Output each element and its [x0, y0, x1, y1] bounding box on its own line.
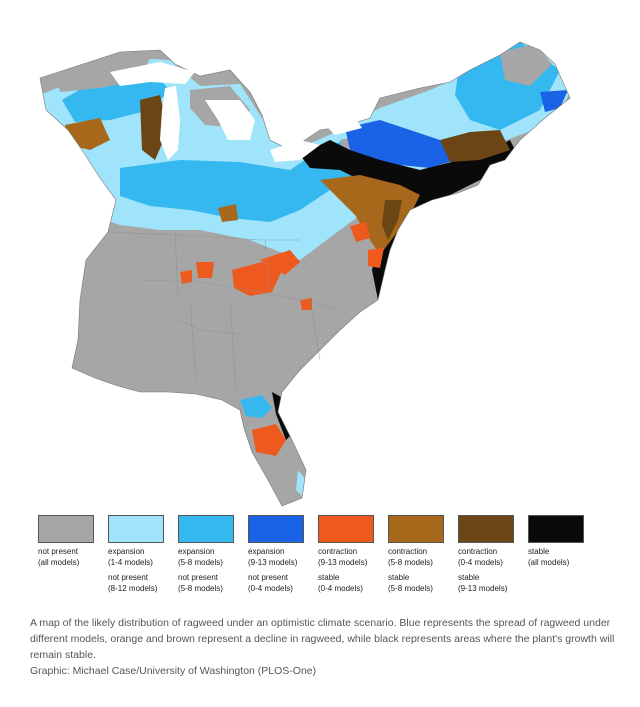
- state-boundaries: [107, 229, 341, 393]
- legend-label: (5-8 models): [178, 584, 223, 593]
- legend-label: (9-13 models): [318, 558, 368, 567]
- great-lakes: [110, 62, 362, 162]
- legend-item: expansion (1-4 models) not present (8-12 mo…: [108, 515, 180, 594]
- legend-label: (0-4 models): [248, 584, 293, 593]
- region-contraction-mid: [320, 175, 420, 255]
- legend-item: expansion (5-8 models) not present (5-8 mod…: [178, 515, 250, 594]
- legend-label: contraction: [388, 547, 428, 556]
- legend-item: contraction (5-8 models) stable (5-8 models…: [388, 515, 460, 594]
- figure-caption: A map of the likely distribution of ragw…: [30, 615, 620, 679]
- legend-label: expansion: [248, 547, 285, 556]
- legend-label: (5-8 models): [388, 584, 433, 593]
- legend-label: (all models): [528, 558, 570, 567]
- caption-credit: Graphic: Michael Case/University of Wash…: [30, 665, 317, 677]
- legend-label: stable: [388, 573, 410, 582]
- legend-item: stable (all models): [528, 515, 600, 573]
- legend-swatch: [248, 515, 304, 543]
- legend-swatch: [528, 515, 584, 543]
- legend-label: (1-4 models): [108, 558, 153, 567]
- legend-label: not present: [178, 573, 219, 582]
- lake-superior: [110, 62, 195, 86]
- map-legend: not present (all models) expansion (1-4 mod…: [38, 515, 598, 607]
- legend-label: stable: [528, 547, 550, 556]
- legend-label: (8-12 models): [108, 584, 158, 593]
- legend-label: (0-4 models): [318, 584, 363, 593]
- legend-label: (5-8 models): [178, 558, 223, 567]
- legend-label: (0-4 models): [458, 558, 503, 567]
- legend-item: contraction (0-4 models) stable (9-13 model…: [458, 515, 530, 594]
- legend-label: (5-8 models): [388, 558, 433, 567]
- legend-swatch: [318, 515, 374, 543]
- legend-label: not present: [38, 547, 79, 556]
- legend-item: not present (all models): [38, 515, 110, 573]
- legend-label: not present: [108, 573, 149, 582]
- legend-label: not present: [248, 573, 289, 582]
- legend-swatch: [388, 515, 444, 543]
- lake-michigan: [160, 86, 180, 160]
- legend-label: (9-13 models): [458, 584, 508, 593]
- legend-label: (9-13 models): [248, 558, 298, 567]
- lake-ontario: [325, 118, 362, 135]
- legend-item: expansion (9-13 models) not present (0-4 mo…: [248, 515, 320, 594]
- ragweed-distribution-map: [39, 41, 571, 507]
- legend-label: stable: [458, 573, 480, 582]
- lake-huron: [205, 100, 255, 140]
- region-contraction-orange: [180, 222, 384, 456]
- lake-erie: [270, 140, 320, 162]
- legend-swatch: [38, 515, 94, 543]
- legend-item: contraction (9-13 models) stable (0-4 model…: [318, 515, 390, 594]
- legend-swatch: [178, 515, 234, 543]
- legend-swatch: [458, 515, 514, 543]
- legend-label: stable: [318, 573, 340, 582]
- legend-swatch: [108, 515, 164, 543]
- legend-label: (all models): [38, 558, 80, 567]
- legend-label: contraction: [318, 547, 358, 556]
- legend-label: expansion: [108, 547, 145, 556]
- legend-label: expansion: [178, 547, 215, 556]
- region-expansion-dark: [345, 120, 455, 168]
- caption-text: A map of the likely distribution of ragw…: [30, 617, 615, 661]
- region-expansion-mid: [120, 140, 360, 222]
- legend-label: contraction: [458, 547, 498, 556]
